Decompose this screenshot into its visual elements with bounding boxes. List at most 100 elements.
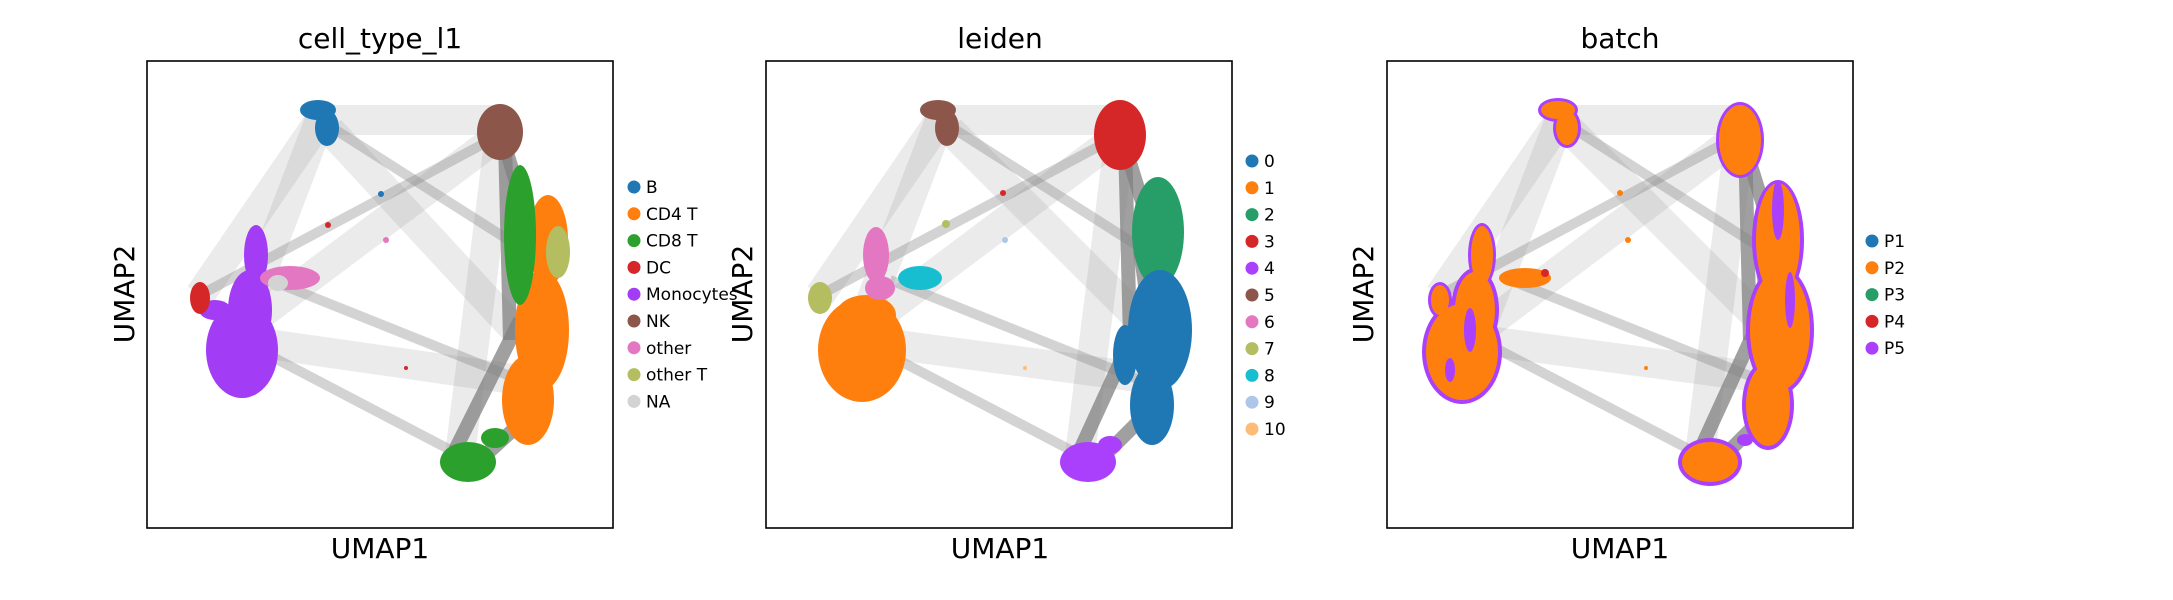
y-axis-label: UMAP2 — [108, 245, 141, 344]
legend-item: DC — [627, 258, 671, 278]
cluster-other-t — [546, 226, 570, 278]
panel-title: cell_type_l1 — [298, 22, 462, 55]
cluster-8 — [898, 266, 942, 290]
legend-marker — [627, 180, 641, 194]
legend-marker — [627, 314, 641, 328]
legend-marker — [627, 368, 641, 382]
panel-title: leiden — [957, 22, 1043, 55]
legend-item: 8 — [1245, 366, 1275, 386]
legend-item: P5 — [1865, 339, 1905, 359]
legend-item: 5 — [1245, 286, 1275, 306]
batch-p4 — [1541, 269, 1549, 277]
legend-item: 7 — [1245, 340, 1275, 360]
cluster-b — [300, 100, 339, 146]
legend-label: P5 — [1884, 339, 1905, 359]
cluster-na — [268, 275, 288, 291]
legend-label: NK — [646, 312, 671, 332]
cluster-nk — [477, 104, 523, 160]
legend-label: P3 — [1884, 286, 1905, 306]
legend-marker — [1245, 422, 1259, 436]
legend-label: other — [646, 339, 691, 359]
legend-label: 4 — [1264, 259, 1275, 279]
legend: B CD4 T CD8 T DC Monocytes NK other other T NA — [627, 178, 738, 412]
legend-item: Monocytes — [627, 285, 738, 305]
cluster-1 — [818, 295, 906, 402]
plot-frame — [146, 60, 614, 529]
cluster-9 — [1002, 237, 1008, 243]
cluster-monocytes — [199, 225, 278, 398]
legend-label: 9 — [1264, 393, 1275, 413]
plot-frame — [765, 60, 1233, 529]
legend-item: 6 — [1245, 313, 1275, 333]
cluster-dc — [190, 222, 408, 370]
cluster-2 — [1132, 177, 1184, 287]
legend-item: 2 — [1245, 206, 1275, 226]
paga-edges — [807, 105, 1167, 465]
batch-p5-streaks — [1445, 180, 1795, 446]
legend-marker — [627, 341, 641, 355]
cluster-10 — [1023, 366, 1027, 370]
clusters — [190, 100, 570, 482]
legend-item: 1 — [1245, 179, 1275, 199]
legend-label: 8 — [1264, 366, 1275, 386]
legend-marker — [1245, 234, 1259, 248]
legend-label: 3 — [1264, 232, 1275, 252]
cluster-6 — [863, 227, 895, 300]
legend-marker — [1245, 288, 1259, 302]
legend-marker — [627, 234, 641, 248]
legend-marker — [1245, 208, 1259, 222]
legend-item: 4 — [1245, 259, 1275, 279]
legend-label: 7 — [1264, 340, 1275, 360]
legend-marker — [1245, 315, 1259, 329]
legend-item: 10 — [1245, 420, 1286, 440]
legend-marker — [1865, 261, 1879, 275]
legend-item: P1 — [1865, 232, 1905, 252]
legend-label: P4 — [1884, 312, 1905, 332]
legend-marker — [1245, 261, 1259, 275]
legend-label: 2 — [1264, 206, 1275, 226]
legend-marker — [1245, 154, 1259, 168]
legend-label: Monocytes — [646, 285, 738, 305]
legend-marker — [1865, 314, 1879, 328]
scatter-plot-area — [1422, 98, 1814, 486]
legend-marker — [1245, 395, 1259, 409]
legend: P1 P2 P3 P4 P5 — [1865, 232, 1905, 359]
cluster-5 — [920, 100, 959, 146]
legend: 0 1 2 3 4 5 6 7 8 9 10 — [1245, 152, 1286, 440]
legend-label: 0 — [1264, 152, 1275, 172]
legend-item: P2 — [1865, 259, 1905, 279]
panel-leiden: leiden — [726, 22, 1286, 565]
legend-label: other T — [646, 366, 708, 386]
panel-batch: batch — [1347, 22, 1905, 565]
legend-item: other T — [627, 366, 708, 386]
x-axis-label: UMAP1 — [1571, 532, 1670, 565]
cluster-cd8-t — [440, 165, 536, 482]
cluster-7 — [808, 220, 950, 314]
panel-title: batch — [1580, 22, 1659, 55]
legend-label: CD4 T — [646, 205, 698, 225]
cluster-b-small — [378, 191, 384, 197]
legend-marker — [1865, 288, 1879, 302]
legend-item: 3 — [1245, 232, 1275, 252]
legend-label: NA — [646, 392, 671, 412]
cluster-3 — [1000, 100, 1146, 196]
legend-item: 9 — [1245, 393, 1275, 413]
legend-item: B — [627, 178, 658, 198]
clusters — [808, 100, 1192, 482]
legend-marker — [1245, 342, 1259, 356]
legend-marker — [1245, 181, 1259, 195]
cluster-4 — [1060, 436, 1122, 482]
legend-item: NK — [627, 312, 671, 332]
legend-label: 6 — [1264, 313, 1275, 333]
legend-label: P1 — [1884, 232, 1905, 252]
legend-label: DC — [646, 258, 671, 278]
legend-item: CD8 T — [627, 232, 698, 252]
legend-item: CD4 T — [627, 205, 698, 225]
legend-item: P3 — [1865, 286, 1905, 306]
legend-label: 5 — [1264, 286, 1275, 306]
legend-item: NA — [627, 392, 671, 412]
legend-marker — [627, 394, 641, 408]
legend-marker — [627, 207, 641, 221]
paga-edges — [1427, 105, 1787, 465]
